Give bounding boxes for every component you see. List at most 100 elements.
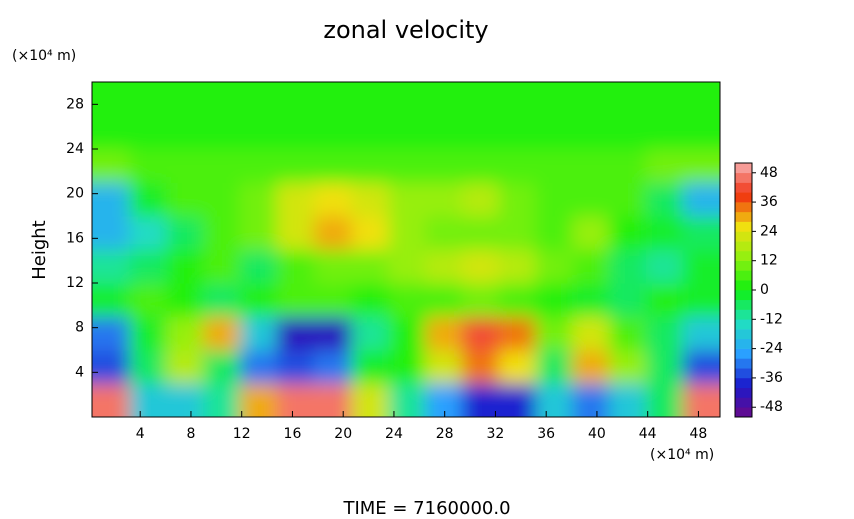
- colorbar-band: [735, 299, 752, 310]
- field-cell: [498, 82, 536, 116]
- y-unit: (×10⁴ m): [12, 48, 76, 64]
- field-cell: [129, 283, 167, 317]
- field-cell: [166, 350, 204, 384]
- field-cell: [203, 383, 241, 417]
- field-cell: [92, 350, 130, 384]
- field-cell: [461, 82, 500, 116]
- y-tick-label: 16: [66, 230, 84, 246]
- colorbar-tick-label: 0: [760, 282, 769, 298]
- field-cell: [388, 350, 426, 384]
- colorbar-band: [735, 182, 752, 193]
- colorbar-band: [735, 387, 752, 398]
- colorbar-band: [735, 377, 752, 388]
- field-cell: [682, 350, 720, 384]
- field-cells: [92, 82, 720, 417]
- field-cell: [351, 383, 389, 417]
- field-cell: [314, 115, 352, 150]
- field-cell: [129, 350, 167, 384]
- colorbar-band: [735, 397, 752, 408]
- field-cell: [608, 149, 647, 183]
- field-cell: [239, 249, 278, 284]
- field-cell: [572, 283, 610, 317]
- field-cell: [166, 316, 204, 351]
- field-cell: [388, 316, 426, 351]
- field-cell: [388, 216, 426, 250]
- field-cell: [314, 149, 352, 183]
- field-cell: [461, 383, 500, 417]
- colorbar-band: [735, 202, 752, 213]
- colorbar-band: [735, 163, 752, 174]
- field-cell: [203, 283, 241, 317]
- field-cell: [425, 216, 463, 250]
- field-cell: [535, 350, 573, 384]
- chart-title: zonal velocity: [323, 16, 488, 44]
- y-tick-label: 4: [75, 364, 84, 380]
- field-cell: [645, 82, 684, 116]
- field-cell: [92, 216, 130, 250]
- field-cell: [351, 350, 389, 384]
- colorbar-band: [735, 231, 752, 242]
- field-cell: [535, 182, 573, 217]
- field-cell: [498, 182, 536, 217]
- field-cell: [498, 283, 536, 317]
- field-cell: [203, 182, 241, 217]
- x-tick-label: 28: [436, 426, 454, 442]
- x-tick-label: 12: [233, 426, 251, 442]
- colorbar-tick-label: -36: [760, 370, 783, 386]
- field-cell: [239, 82, 278, 116]
- field-cell: [276, 115, 315, 150]
- field-cell: [239, 216, 278, 250]
- field-cell: [166, 383, 204, 417]
- colorbar-tick-label: 24: [760, 223, 778, 239]
- colorbar-band: [735, 192, 752, 203]
- field-cell: [351, 249, 389, 284]
- colorbar-band: [735, 270, 752, 281]
- field-cell: [276, 316, 315, 351]
- field-cell: [572, 82, 610, 116]
- field-cell: [314, 283, 352, 317]
- colorbar-tick-label: 48: [760, 165, 778, 181]
- field-cell: [682, 249, 720, 284]
- field-cell: [608, 216, 647, 250]
- field-cell: [535, 115, 573, 150]
- field-cell: [572, 149, 610, 183]
- field-cell: [129, 149, 167, 183]
- field-cell: [276, 82, 315, 116]
- field-cell: [388, 383, 426, 417]
- field-cell: [535, 283, 573, 317]
- x-tick-label: 32: [487, 426, 505, 442]
- field-cell: [535, 82, 573, 116]
- field-cell: [608, 383, 647, 417]
- x-tick-label: 16: [284, 426, 302, 442]
- colorbar-band: [735, 319, 752, 330]
- field-cell: [645, 316, 684, 351]
- field-cell: [351, 115, 389, 150]
- field-cell: [682, 182, 720, 217]
- colorbar-tick-label: -24: [760, 341, 783, 357]
- field-cell: [682, 316, 720, 351]
- field-cell: [682, 216, 720, 250]
- field-cell: [645, 283, 684, 317]
- field-cell: [166, 115, 204, 150]
- field-cell: [425, 149, 463, 183]
- field-cell: [166, 249, 204, 284]
- field-cell: [388, 115, 426, 150]
- colorbar-band: [735, 358, 752, 369]
- field-cell: [535, 316, 573, 351]
- field-cell: [498, 350, 536, 384]
- field-cell: [535, 249, 573, 284]
- field-cell: [203, 350, 241, 384]
- field-cell: [645, 216, 684, 250]
- field-cell: [276, 182, 315, 217]
- field-cell: [166, 216, 204, 250]
- field-cell: [351, 182, 389, 217]
- colorbar-band: [735, 211, 752, 222]
- x-tick-label: 8: [186, 426, 195, 442]
- field-cell: [239, 283, 278, 317]
- field-cell: [129, 82, 167, 116]
- field-cell: [129, 216, 167, 250]
- field-cell: [351, 82, 389, 116]
- field-cell: [166, 82, 204, 116]
- field-cell: [314, 383, 352, 417]
- y-axis-label: Height: [29, 220, 50, 280]
